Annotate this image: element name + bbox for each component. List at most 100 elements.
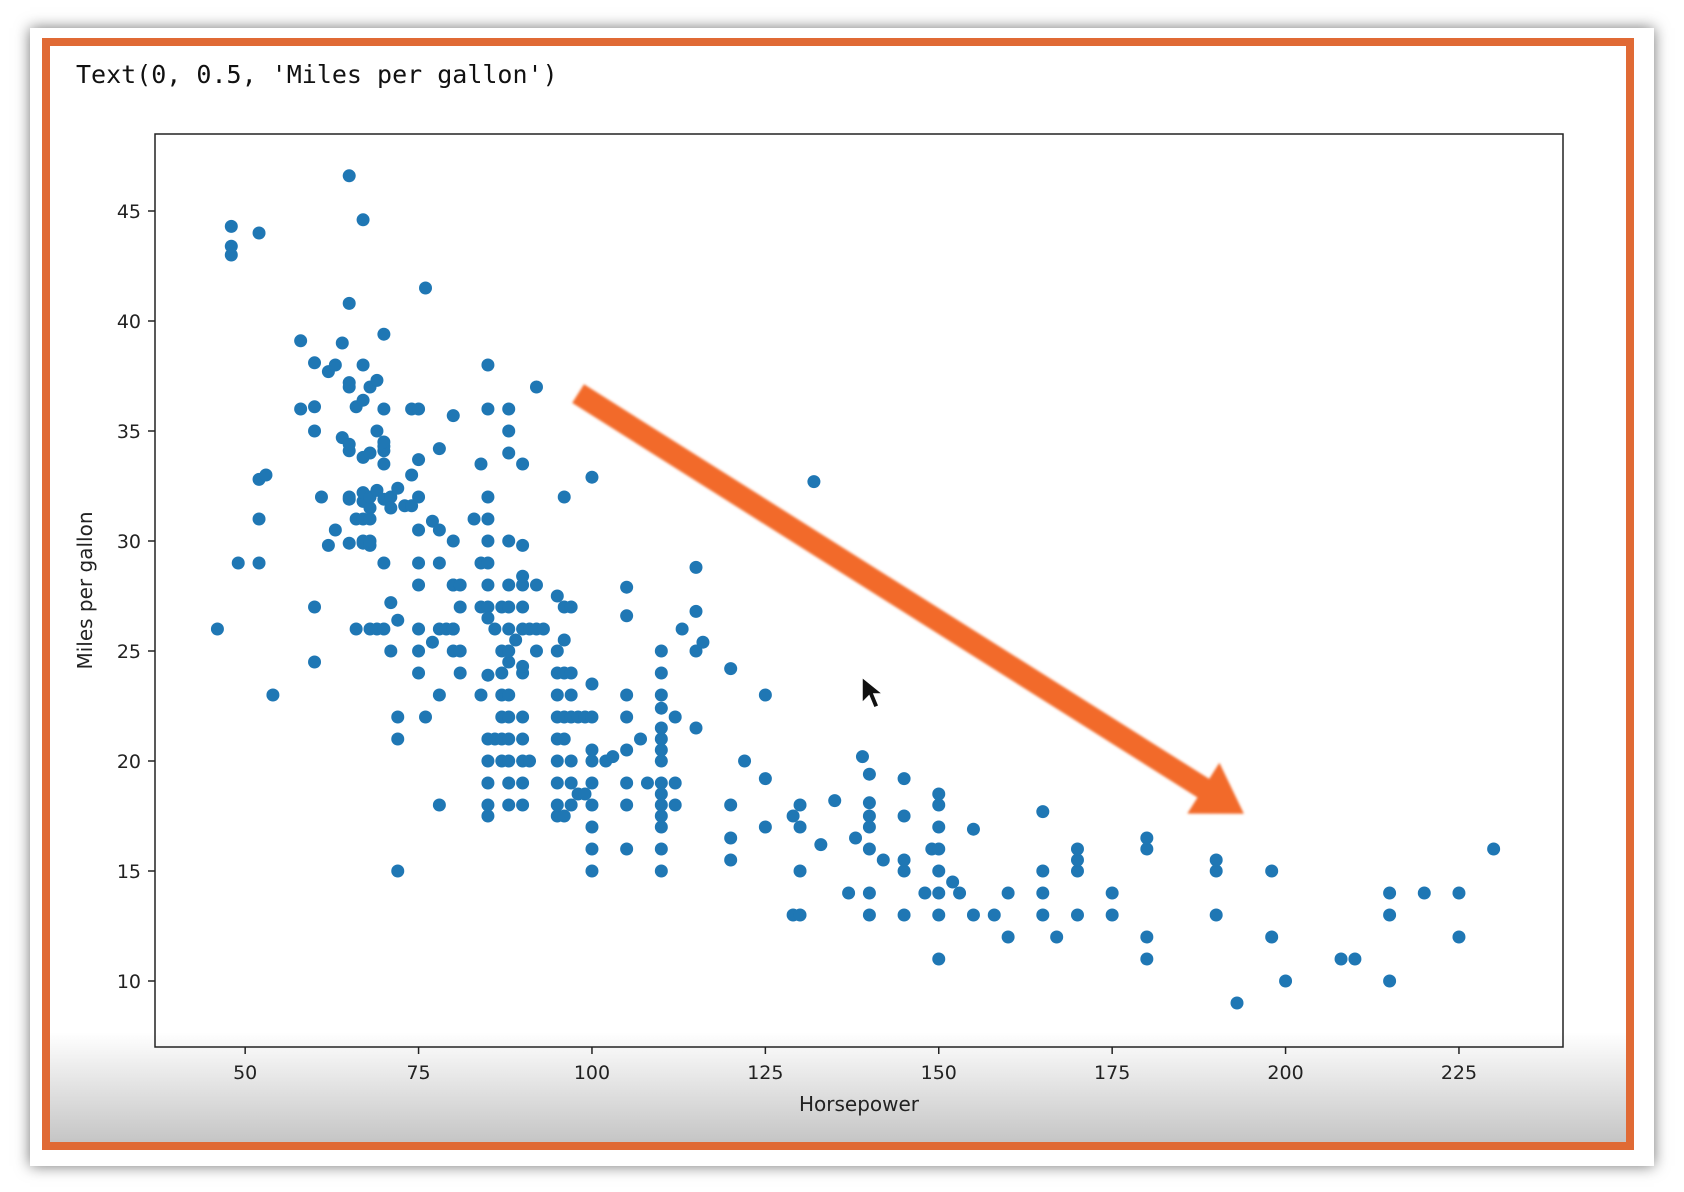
scatter-point: [481, 534, 495, 548]
scatter-point: [918, 886, 932, 900]
scatter-point: [391, 732, 405, 746]
scatter-point: [1209, 864, 1223, 878]
scatter-point: [1209, 853, 1223, 867]
scatter-point: [425, 514, 439, 528]
scatter-point: [758, 772, 772, 786]
scatter-point: [862, 886, 876, 900]
y-axis-ticks: 10 15 20 25 30 35 40 45: [117, 201, 155, 993]
scatter-point: [1140, 831, 1154, 845]
scatter-point: [876, 853, 890, 867]
scatter-point: [342, 437, 356, 451]
scatter-point: [564, 666, 578, 680]
scatter-point: [481, 512, 495, 526]
scatter-point: [432, 556, 446, 570]
scatter-point: [467, 512, 481, 526]
scatter-point: [585, 842, 599, 856]
scatter-point: [377, 327, 391, 341]
scatter-point: [758, 688, 772, 702]
scatter-point: [654, 743, 668, 757]
scatter-point: [502, 600, 516, 614]
scatter-point: [862, 796, 876, 810]
scatter-point: [946, 875, 960, 889]
scatter-point: [308, 356, 322, 370]
scatter-point: [516, 732, 530, 746]
scatter-point: [481, 798, 495, 812]
scatter-point: [308, 655, 322, 669]
scatter-point: [425, 635, 439, 649]
scatter-point: [370, 373, 384, 387]
scatter-point: [550, 589, 564, 603]
scatter-point: [391, 613, 405, 627]
scatter-point: [620, 842, 634, 856]
scatter-point: [412, 644, 426, 658]
scatter-point: [363, 446, 377, 460]
scatter-point: [862, 809, 876, 823]
scatter-point: [862, 820, 876, 834]
scatter-point: [689, 644, 703, 658]
scatter-point: [550, 688, 564, 702]
scatter-point: [502, 446, 516, 460]
y-axis-label: Miles per gallon: [73, 511, 97, 669]
scatter-point: [1140, 930, 1154, 944]
scatter-point: [502, 578, 516, 592]
scatter-point: [314, 490, 328, 504]
scatter-point: [634, 732, 648, 746]
scatter-point: [1105, 886, 1119, 900]
scatter-point: [224, 239, 238, 253]
scatter-point: [516, 457, 530, 471]
scatter-point: [689, 560, 703, 574]
scatter-point: [481, 490, 495, 504]
scatter-point: [342, 376, 356, 390]
scatter-point: [377, 435, 391, 449]
scatter-point: [1036, 864, 1050, 878]
scatter-point: [252, 512, 266, 526]
scatter-point: [1383, 974, 1397, 988]
scatter-point: [585, 754, 599, 768]
scatter-point: [516, 538, 530, 552]
scatter-point: [384, 490, 398, 504]
scatter-point: [932, 842, 946, 856]
scatter-point: [849, 831, 863, 845]
scatter-point: [516, 776, 530, 790]
x-tick-label: 225: [1441, 1062, 1477, 1084]
scatter-point: [488, 622, 502, 636]
scatter-point: [481, 358, 495, 372]
cell-output-text: Text(0, 0.5, 'Miles per gallon'): [76, 60, 558, 89]
y-tick-label: 40: [117, 311, 141, 333]
scatter-point: [536, 622, 550, 636]
scatter-point: [363, 501, 377, 515]
scatter-point: [516, 659, 530, 673]
scatter-point: [897, 864, 911, 878]
scatter-point: [675, 622, 689, 636]
scatter-point: [842, 886, 856, 900]
scatter-point: [557, 490, 571, 504]
scatter-point: [654, 820, 668, 834]
y-tick-label: 20: [117, 751, 141, 773]
scatter-point: [1036, 805, 1050, 819]
y-tick-label: 30: [117, 531, 141, 553]
scatter-point: [328, 523, 342, 537]
scatter-point: [654, 732, 668, 746]
scatter-point: [654, 666, 668, 680]
scatter-point: [1140, 952, 1154, 966]
scatter-point: [862, 908, 876, 922]
scatter-point: [1452, 930, 1466, 944]
scatter-point: [308, 424, 322, 438]
scatter-point: [1452, 886, 1466, 900]
scatter-point: [953, 886, 967, 900]
scatter-point: [377, 556, 391, 570]
scatter-point: [1417, 886, 1431, 900]
scatter-point: [495, 666, 509, 680]
scatter-point: [502, 688, 516, 702]
scatter-point: [294, 402, 308, 416]
scatter-point: [502, 732, 516, 746]
x-tick-label: 200: [1267, 1062, 1303, 1084]
scatter-point: [807, 475, 821, 489]
scatter-point: [606, 750, 620, 764]
scatter-point: [391, 864, 405, 878]
scatter-point: [502, 754, 516, 768]
scatter-point: [432, 688, 446, 702]
scatter-point: [550, 798, 564, 812]
scatter-point: [363, 512, 377, 526]
scatter-point: [932, 798, 946, 812]
